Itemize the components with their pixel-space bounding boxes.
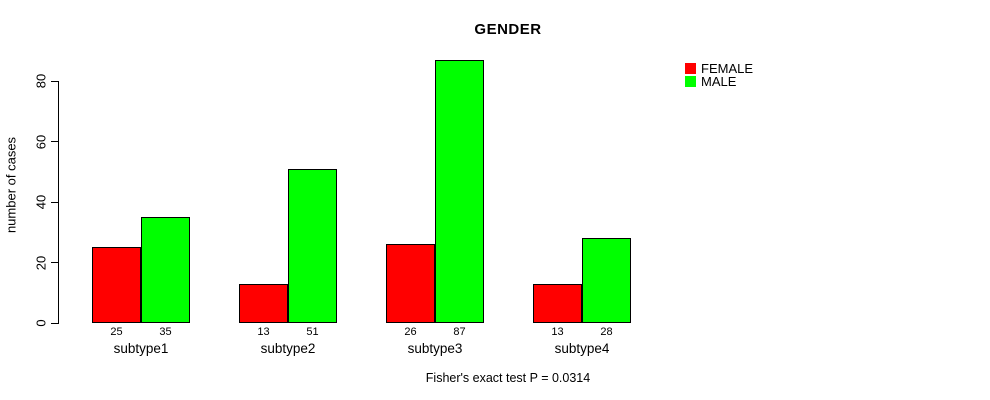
bar-subtype1-female	[92, 247, 141, 323]
legend-item-female: FEMALE	[685, 62, 753, 75]
category-label-subtype4: subtype4	[554, 341, 610, 356]
chart-title: GENDER	[474, 21, 542, 38]
legend: FEMALE MALE	[685, 62, 753, 88]
category-label-subtype2: subtype2	[260, 341, 316, 356]
y-tick-mark	[51, 201, 58, 203]
legend-swatch-male-icon	[685, 76, 696, 87]
legend-swatch-female-icon	[685, 63, 696, 74]
legend-item-male: MALE	[685, 75, 753, 88]
bar-value-label-subtype4-female: 13	[551, 326, 564, 338]
bar-subtype2-female	[239, 283, 288, 323]
bar-value-label-subtype1-male: 35	[159, 326, 172, 338]
bar-value-label-subtype2-male: 51	[306, 326, 319, 338]
bar-subtype4-female	[533, 283, 582, 323]
y-tick-mark	[51, 322, 58, 324]
y-axis-line	[58, 81, 59, 324]
y-tick-mark	[51, 80, 58, 82]
category-label-subtype1: subtype1	[113, 341, 169, 356]
legend-label-male: MALE	[701, 74, 737, 89]
y-tick-mark	[51, 262, 58, 263]
annotation-text: Fisher's exact test P = 0.0314	[425, 371, 591, 385]
bar-subtype1-male	[141, 217, 190, 323]
y-tick-label: 60	[33, 134, 49, 149]
legend-label-female: FEMALE	[701, 61, 754, 76]
y-tick-label: 80	[33, 73, 49, 89]
bar-value-label-subtype4-male: 28	[600, 326, 613, 338]
bar-value-label-subtype2-female: 13	[257, 326, 270, 338]
y-tick-label: 0	[33, 319, 49, 327]
bar-subtype3-female	[386, 244, 435, 323]
y-tick-label: 20	[33, 255, 49, 270]
bar-value-label-subtype3-male: 87	[453, 326, 466, 338]
y-axis-label: number of cases	[3, 136, 19, 234]
bar-subtype2-male	[288, 168, 337, 323]
y-tick-label: 40	[33, 194, 49, 210]
y-tick-mark	[51, 141, 58, 142]
bar-value-label-subtype1-female: 25	[110, 326, 123, 338]
category-label-subtype3: subtype3	[407, 341, 463, 356]
bar-value-label-subtype3-female: 26	[404, 326, 417, 338]
bar-subtype3-male	[435, 59, 484, 323]
bar-subtype4-male	[582, 238, 631, 323]
